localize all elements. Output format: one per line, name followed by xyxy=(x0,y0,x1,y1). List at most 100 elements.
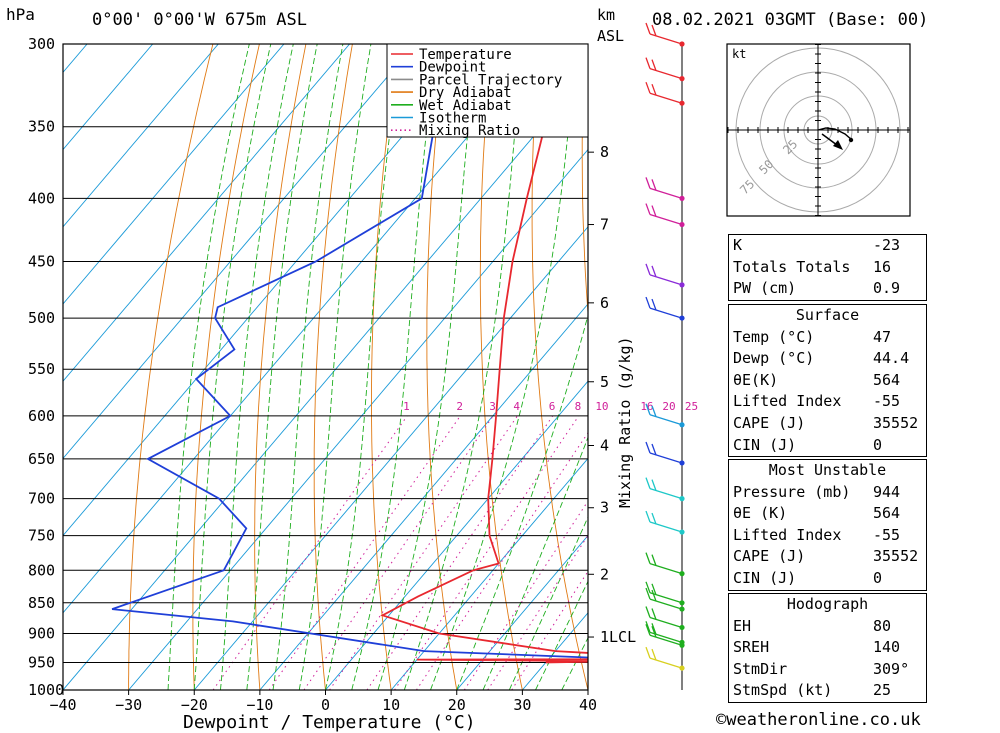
surface-dewp-label: Dewp (°C) xyxy=(733,349,815,368)
mu-pressure-label: Pressure (mb) xyxy=(733,482,851,501)
x-tick-label: −10 xyxy=(246,696,273,714)
wet-adiabat-line xyxy=(220,44,294,690)
wind-barb-flag xyxy=(651,405,657,418)
k-index-row: K -23 xyxy=(729,235,926,257)
wind-barb-flag xyxy=(651,24,657,37)
surface-cape-value: 35552 xyxy=(873,413,919,432)
wind-barb-flag xyxy=(651,83,657,96)
wind-barb-shaft xyxy=(649,414,683,426)
mixing-ratio-line xyxy=(366,415,554,690)
x-tick-label: 20 xyxy=(448,696,466,714)
wind-barb-flag xyxy=(645,646,651,659)
pressure-tick-label: 550 xyxy=(28,360,55,378)
stmdir-label: StmDir xyxy=(733,659,788,678)
wind-barb-flag xyxy=(651,623,657,635)
wind-barb-flag xyxy=(645,624,651,636)
legend-label: Isotherm xyxy=(419,111,486,127)
dry-adiabat-line xyxy=(254,44,307,690)
pressure-tick-label: 700 xyxy=(28,490,55,508)
wind-barb-flag xyxy=(651,554,657,566)
km-tick-label: 1LCL xyxy=(600,628,636,646)
pressure-tick-label: 850 xyxy=(28,594,55,612)
x-tick-label: −40 xyxy=(49,696,76,714)
mu-lifted-label: Lifted Index xyxy=(733,525,842,544)
wind-barb-flag xyxy=(645,621,651,633)
mixing-ratio-line xyxy=(394,415,580,690)
wind-barb-flag xyxy=(645,22,651,35)
pressure-tick-label: 350 xyxy=(28,118,55,136)
wind-barb-shaft xyxy=(649,562,683,575)
sreh-label: SREH xyxy=(733,638,770,657)
legend-box xyxy=(386,43,589,138)
isotherm-line xyxy=(63,44,154,151)
wet-adiabat-line xyxy=(430,44,578,690)
mu-cin-value: 0 xyxy=(873,568,883,587)
wind-barb-flag xyxy=(645,441,651,454)
wind-barb-flag xyxy=(651,443,657,456)
stmdir-value: 309° xyxy=(873,659,910,678)
mu-theta-e-label: θE (K) xyxy=(733,504,788,523)
pressure-tick-label: 650 xyxy=(28,450,55,468)
km-tick-label: 4 xyxy=(600,436,609,454)
wet-adiabat-line xyxy=(377,44,478,690)
wind-dot xyxy=(679,529,685,535)
wind-barb-flag xyxy=(651,265,657,278)
surface-theta-e-value: 564 xyxy=(873,370,901,389)
wet-adiabat-line xyxy=(298,44,372,690)
isotherm-line xyxy=(259,303,588,690)
mu-theta-e-value: 564 xyxy=(873,504,901,523)
surface-cin-label: CIN (J) xyxy=(733,435,797,454)
wet-adiabat-line xyxy=(167,44,250,690)
mu-cape-row: CAPE (J) 35552 xyxy=(729,546,926,568)
wind-barb-flag xyxy=(645,606,651,618)
mu-cin-row: CIN (J) 0 xyxy=(729,568,926,590)
isotherm-line xyxy=(63,44,350,382)
y-axis-ticks: 300 350 400 450 500 550 600 650 700 750 800 850 900 9… xyxy=(28,35,64,699)
wet-adiabat-line xyxy=(508,516,588,690)
wind-barb-flag xyxy=(645,177,651,189)
pressure-tick-label: 400 xyxy=(28,189,55,207)
wind-barb-flag xyxy=(645,203,651,215)
wind-barb-shaft xyxy=(649,521,683,533)
mu-theta-e-row: θE (K) 564 xyxy=(729,503,926,525)
x-tick-label: 40 xyxy=(579,696,597,714)
dry-adiabat-line xyxy=(479,44,523,690)
isotherm-line xyxy=(390,457,588,690)
surface-lifted-value: -55 xyxy=(873,392,901,411)
storm-motion-point xyxy=(848,137,854,143)
pressure-tick-label: 300 xyxy=(28,35,55,53)
pressure-tick-label: 900 xyxy=(28,624,55,642)
mixing-ratio-label: 4 xyxy=(513,400,520,413)
credit-link[interactable]: ©weatheronline.co.uk xyxy=(716,710,921,730)
plot-frame xyxy=(62,43,589,691)
wind-profile xyxy=(645,22,685,690)
dewpoint-profile xyxy=(111,44,588,659)
isotherm-line xyxy=(63,44,547,614)
wind-barb-shaft xyxy=(649,598,683,610)
wind-barb-flag xyxy=(651,512,657,525)
surface-cape-row: CAPE (J) 35552 xyxy=(729,413,926,435)
wind-barb-shaft xyxy=(649,213,683,226)
mixing-ratio-line xyxy=(268,415,461,690)
wind-barb-flag xyxy=(645,81,651,94)
stmspd-label: StmSpd (kt) xyxy=(733,681,833,700)
isotherm-line xyxy=(63,44,482,537)
wind-barb-shaft xyxy=(649,274,683,286)
surface-lifted-row: Lifted Index -55 xyxy=(729,391,926,413)
mixing-ratio-line xyxy=(487,534,588,690)
wind-barb-shaft xyxy=(649,488,683,500)
stmspd-row: StmSpd (kt) 25 xyxy=(729,680,926,702)
temperature-profile xyxy=(380,44,588,664)
legend-label: Wet Adiabat xyxy=(419,98,512,114)
pressure-tick-label: 450 xyxy=(28,253,55,271)
pressure-tick-label: 950 xyxy=(28,653,55,671)
wet-adiabat-line xyxy=(403,44,524,690)
storm-motion-arrowhead xyxy=(833,140,843,150)
surface-lifted-label: Lifted Index xyxy=(733,392,842,411)
wind-barb-shaft xyxy=(649,92,683,104)
hodograph: kt 25 50 75 xyxy=(726,43,911,217)
wind-barb-flag xyxy=(651,589,657,602)
wind-barb-shaft xyxy=(649,616,683,629)
isotherm-line xyxy=(193,226,588,690)
